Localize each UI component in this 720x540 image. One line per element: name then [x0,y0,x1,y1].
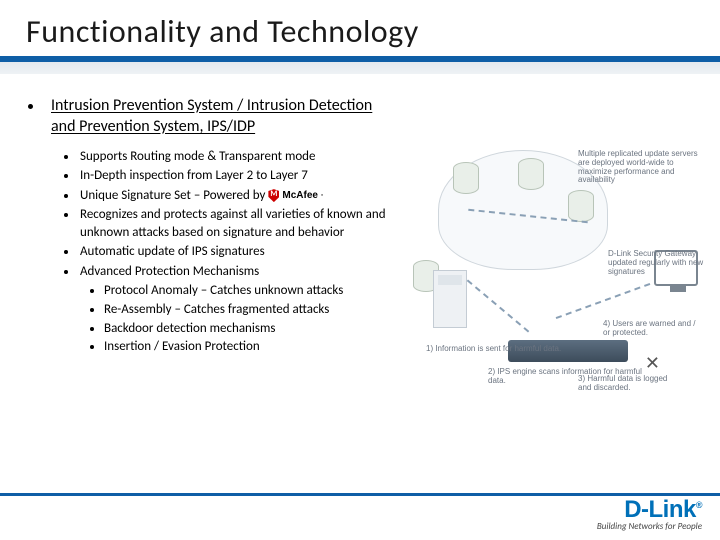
content-area: Intrusion Prevention System / Intrusion … [28,96,398,357]
list-item-text: Protocol Anomaly – Catches unknown attac… [104,282,343,300]
list-item: Re-Assembly – Catches fragmented attacks [90,301,398,319]
mcafee-word: McAfee [282,189,318,203]
database-icon [518,158,544,190]
list-item-text: Advanced Protection Mechanisms [80,263,259,281]
list-item: Advanced Protection Mechanisms [64,263,398,281]
list-item-text: Unique Signature Set – Powered by McAfee… [80,187,324,205]
bullet-dot [64,174,68,178]
list-item: Recognizes and protects against all vari… [64,206,398,241]
connection-line [467,280,530,333]
server-icon [433,270,467,328]
bullet-dot [90,289,94,293]
title-subbar [0,62,720,74]
diagram-caption: Multiple replicated update servers are d… [578,150,708,185]
database-icon [453,162,479,194]
bullet-dot [64,270,68,274]
diagram-caption: D-Link Security Gateway updated regularl… [608,250,708,276]
list-item: Backdoor detection mechanisms [90,320,398,338]
connection-line [556,283,651,319]
brand-block: D-Link® Building Networks for People [597,496,702,532]
bullet-dot [90,308,94,312]
list-item: In-Depth inspection from Layer 2 to Laye… [64,167,398,185]
list-item-text: Backdoor detection mechanisms [104,320,275,338]
slide-title: Functionality and Technology [0,0,720,51]
mcafee-badge: McAfee® [268,189,324,203]
bullet-dot [64,250,68,254]
brand-tagline: Building Networks for People [597,521,702,532]
list-item-text: Automatic update of IPS signatures [80,243,265,261]
main-heading: Intrusion Prevention System / Intrusion … [51,96,398,138]
bullet-dot [64,213,68,217]
subfeature-list: Protocol Anomaly – Catches unknown attac… [90,282,398,355]
network-diagram: ✕ Multiple replicated update servers are… [398,150,708,420]
brand-logo-text: D-Link [624,496,696,523]
bullet-dot [64,155,68,159]
bullet-dot [28,104,33,109]
diagram-caption: 1) Information is sent for harmful data. [426,345,566,354]
list-item: Protocol Anomaly – Catches unknown attac… [90,282,398,300]
bullet-dot [64,194,68,198]
list-item-text: Insertion / Evasion Protection [104,338,260,356]
database-icon [568,190,594,222]
bullet-dot [90,327,94,331]
feature-list: Supports Routing mode & Transparent mode… [64,148,398,281]
trademark-icon: ® [696,500,702,510]
list-item: Supports Routing mode & Transparent mode [64,148,398,166]
trademark-icon: ® [321,192,324,200]
bullet-dot [90,345,94,349]
list-item-text: Recognizes and protects against all vari… [80,206,398,241]
diagram-caption: 3) Harmful data is logged and discarded. [578,375,678,393]
mcafee-shield-icon [268,189,279,202]
bullet-text-prefix: Unique Signature Set – Powered by [80,188,265,203]
brand-logo: D-Link® [624,496,702,523]
list-item: Automatic update of IPS signatures [64,243,398,261]
list-item: Unique Signature Set – Powered by McAfee… [64,187,398,205]
diagram-caption: 4) Users are warned and / or protected. [603,320,698,338]
slide: Functionality and Technology Intrusion P… [0,0,720,540]
list-item: Insertion / Evasion Protection [90,338,398,356]
list-item-text: In-Depth inspection from Layer 2 to Laye… [80,167,308,185]
main-bullet: Intrusion Prevention System / Intrusion … [28,96,398,138]
list-item-text: Supports Routing mode & Transparent mode [80,148,316,166]
list-item-text: Re-Assembly – Catches fragmented attacks [104,301,329,319]
